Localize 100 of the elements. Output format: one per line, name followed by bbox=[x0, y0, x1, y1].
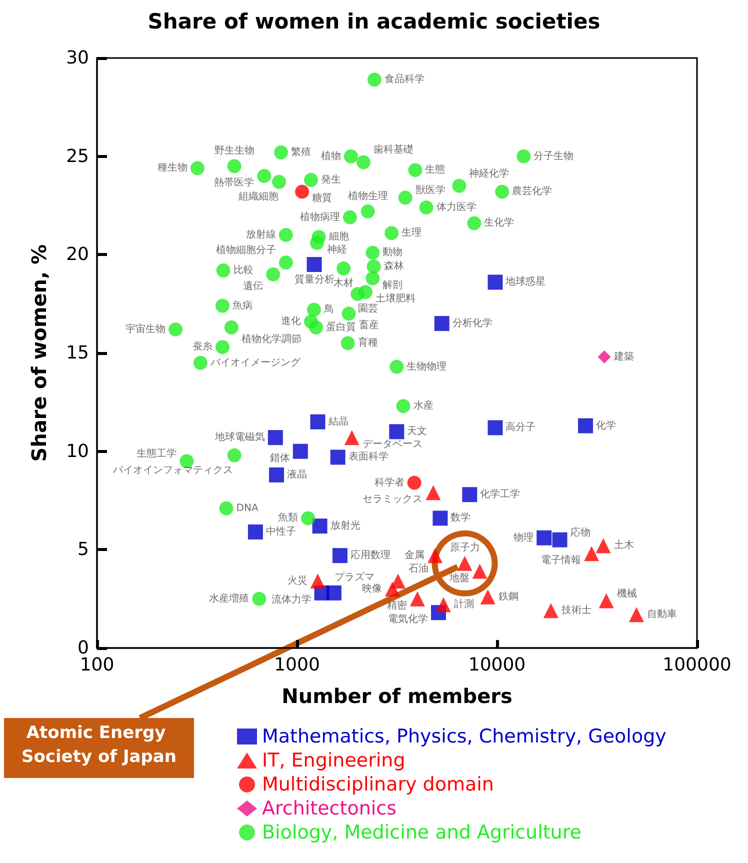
data-label: 生態 bbox=[425, 164, 446, 176]
data-label: 獣医学 bbox=[415, 184, 446, 196]
legend-label: IT, Engineering bbox=[262, 750, 406, 772]
data-label: 魚病 bbox=[232, 299, 252, 312]
data-label: 植物病理 bbox=[300, 210, 340, 223]
data-label: 神経化学 bbox=[469, 167, 510, 180]
data-label: 生理 bbox=[402, 226, 422, 239]
data-label: 電気化学 bbox=[388, 613, 428, 626]
data-label: DNA bbox=[236, 502, 258, 514]
data-label: 蚕糸 bbox=[192, 340, 212, 353]
data-label: 高分子 bbox=[506, 421, 536, 434]
data-label: 森林 bbox=[384, 260, 404, 272]
data-label: 野生生物 bbox=[214, 144, 254, 157]
data-label: 自動車 bbox=[646, 608, 677, 620]
legend-label: Multidisciplinary domain bbox=[262, 774, 494, 796]
legend-label: Architectonics bbox=[262, 798, 396, 820]
x-tick-label: 10000 bbox=[468, 654, 526, 676]
data-label: 建築 bbox=[612, 350, 634, 362]
data-label: 映像 bbox=[362, 582, 382, 594]
data-label: 石油 bbox=[408, 562, 429, 575]
data-label: 植物細胞分子 bbox=[216, 244, 276, 256]
x-tick-label: 100000 bbox=[662, 654, 732, 676]
data-label: 化学工学 bbox=[480, 488, 520, 500]
data-label: セラミックス bbox=[362, 494, 423, 506]
data-label: 鉄鋼 bbox=[498, 590, 518, 602]
data-label: 物理 bbox=[514, 532, 534, 544]
legend-label: Biology, Medicine and Agriculture bbox=[262, 822, 582, 844]
data-label: 放射光 bbox=[330, 520, 360, 532]
data-label: 園芸 bbox=[358, 302, 378, 314]
data-label: 植物化学調節 bbox=[241, 332, 302, 345]
data-label: 表面科学 bbox=[348, 450, 388, 463]
data-label: 分子生物 bbox=[534, 150, 574, 162]
y-tick-label: 15 bbox=[66, 342, 89, 364]
data-label: 比較 bbox=[233, 264, 254, 276]
data-label: 歯科基礎 bbox=[373, 144, 414, 156]
data-label: 生態工学 bbox=[136, 448, 177, 460]
data-label: 解剖 bbox=[382, 278, 403, 291]
data-label: 機械 bbox=[616, 587, 637, 600]
data-label: 水産増殖 bbox=[209, 592, 250, 604]
legend-label: Mathematics, Physics, Chemistry, Geology bbox=[262, 726, 666, 748]
data-label: 精密 bbox=[386, 599, 407, 612]
data-label: 原子力 bbox=[450, 541, 480, 554]
data-label: 数学 bbox=[450, 512, 471, 524]
data-label: 金属 bbox=[404, 549, 425, 562]
data-label: 発生 bbox=[321, 173, 342, 186]
data-label: 土壌肥料 bbox=[375, 292, 416, 305]
data-label: 錯体 bbox=[270, 452, 290, 464]
data-label: 火災 bbox=[287, 574, 308, 587]
data-label: 中性子 bbox=[266, 525, 296, 538]
annotation: Atomic Energy Society of Japan bbox=[21, 723, 177, 767]
data-label: 動物 bbox=[382, 247, 403, 258]
data-label: 遺伝 bbox=[243, 280, 264, 292]
data-label: 化学 bbox=[596, 419, 616, 432]
data-label: 農芸化学 bbox=[512, 185, 552, 198]
data-label: 液晶 bbox=[287, 468, 308, 480]
x-tick-label: 1000 bbox=[274, 654, 320, 676]
y-tick-label: 30 bbox=[66, 48, 89, 68]
data-label: 生化学 bbox=[484, 216, 514, 229]
data-label: 地盤 bbox=[448, 572, 470, 584]
data-label: 生物物理 bbox=[406, 360, 447, 372]
data-label: 電子情報 bbox=[541, 554, 582, 566]
data-label: 魚類 bbox=[278, 512, 298, 524]
y-tick-label: 25 bbox=[66, 146, 89, 167]
data-label: 細胞 bbox=[328, 230, 349, 242]
data-label: 放射線 bbox=[246, 228, 276, 240]
data-label: 鳥 bbox=[322, 303, 334, 316]
data-label: 食品科学 bbox=[384, 73, 424, 86]
data-label: 科学者 bbox=[374, 476, 404, 488]
data-label: 進化 bbox=[281, 315, 302, 328]
data-label: プラズマ bbox=[334, 570, 374, 583]
data-label: 熱帯医学 bbox=[214, 176, 254, 188]
data-label: 応用数理 bbox=[350, 549, 390, 562]
data-label: 土木 bbox=[614, 539, 634, 552]
chart-title: Share of women in academic societies bbox=[148, 10, 600, 34]
data-label: 神経 bbox=[326, 243, 347, 256]
data-label: 畜産 bbox=[358, 319, 379, 332]
x-axis-title: Number of members bbox=[282, 684, 512, 708]
data-label: バイオインフォマティクス bbox=[112, 464, 234, 476]
data-label: バイオイメージング bbox=[209, 357, 302, 368]
data-label: データベース bbox=[362, 439, 422, 450]
y-axis-title: Share of women, % bbox=[27, 244, 51, 462]
data-label: 計測 bbox=[454, 598, 474, 610]
data-label: 体力医学 bbox=[436, 200, 476, 213]
y-tick-label: 5 bbox=[78, 539, 89, 560]
data-label: 地球惑星 bbox=[504, 276, 546, 288]
data-label: 地球電磁気 bbox=[214, 431, 265, 444]
data-label: 質量分析 bbox=[294, 274, 334, 286]
data-label: 分析化学 bbox=[452, 317, 492, 329]
data-label: 技術士 bbox=[560, 604, 592, 616]
data-label: 植物生理 bbox=[348, 190, 388, 202]
data-label: 応物 bbox=[570, 526, 590, 538]
y-tick-label: 20 bbox=[66, 244, 89, 266]
data-label: 天文 bbox=[407, 425, 428, 438]
data-label: 水産 bbox=[413, 400, 434, 412]
data-label: 糖質 bbox=[312, 192, 332, 204]
data-label: 木材 bbox=[334, 276, 354, 289]
data-label: 繁殖 bbox=[291, 146, 312, 158]
data-label: 結晶 bbox=[327, 416, 348, 428]
data-label: 宇宙生物 bbox=[126, 322, 166, 335]
data-label: 育種 bbox=[358, 336, 378, 349]
